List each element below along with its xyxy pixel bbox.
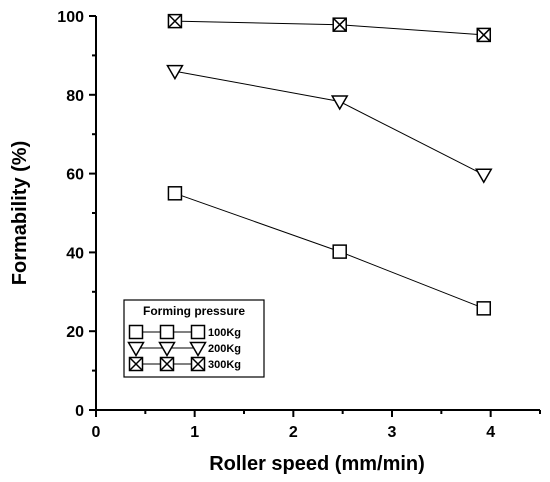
series-line-200Kg [174,70,485,176]
y-tick-label: 80 [66,88,84,105]
data-point-100Kg [476,301,492,316]
x-tick-label: 0 [92,424,101,441]
y-tick-label: 20 [66,324,84,341]
legend-marker-200Kg [189,341,207,358]
legend-entry-200Kg: 200Kg [127,341,241,358]
y-tick-label: 0 [75,403,84,420]
data-point-300Kg [167,13,183,29]
data-point-300Kg [332,17,347,32]
series-300Kg [167,13,492,43]
data-point-100Kg [332,244,347,259]
x-tick-label: 1 [190,424,199,441]
series-line-300Kg [174,20,484,36]
legend-marker-100Kg [128,324,144,340]
legend-entry-100Kg: 100Kg [128,324,241,340]
x-axis-title: Roller speed (mm/min) [209,453,425,475]
x-tick-label: 2 [289,424,298,441]
data-point-200Kg [474,168,493,184]
x-tick-label: 4 [486,424,495,441]
legend-marker-100Kg [159,324,175,340]
legend-marker-100Kg [190,324,206,340]
legend-marker-300Kg [190,356,206,372]
legend-label: 200Kg [208,343,241,355]
legend-marker-200Kg [127,341,145,358]
series-line-100Kg [174,192,484,309]
legend-entry-300Kg: 300Kg [128,356,241,372]
legend-title: Forming pressure [143,304,245,318]
axes: 0 20 40 60 80 100 0 1 2 3 4 [57,9,541,441]
data-point-100Kg [167,186,183,201]
data-point-200Kg [166,64,184,81]
series-200Kg [166,64,493,184]
y-tick-label: 60 [66,167,84,184]
legend-marker-300Kg [128,356,144,372]
legend-marker-300Kg [159,356,175,372]
legend-label: 300Kg [208,359,241,371]
x-tick-label: 3 [388,424,397,441]
series-100Kg [167,186,492,316]
data-point-200Kg [330,95,349,111]
data-point-300Kg [476,27,492,43]
y-tick-label: 100 [57,9,84,26]
legend-marker-200Kg [158,341,176,358]
y-tick-label: 40 [66,245,84,262]
y-axis-title: Formability (%) [9,141,31,285]
legend: Forming pressure 100Kg 200Kg 300Kg [123,299,265,378]
series-layer [166,13,493,316]
legend-label: 100Kg [208,327,241,339]
